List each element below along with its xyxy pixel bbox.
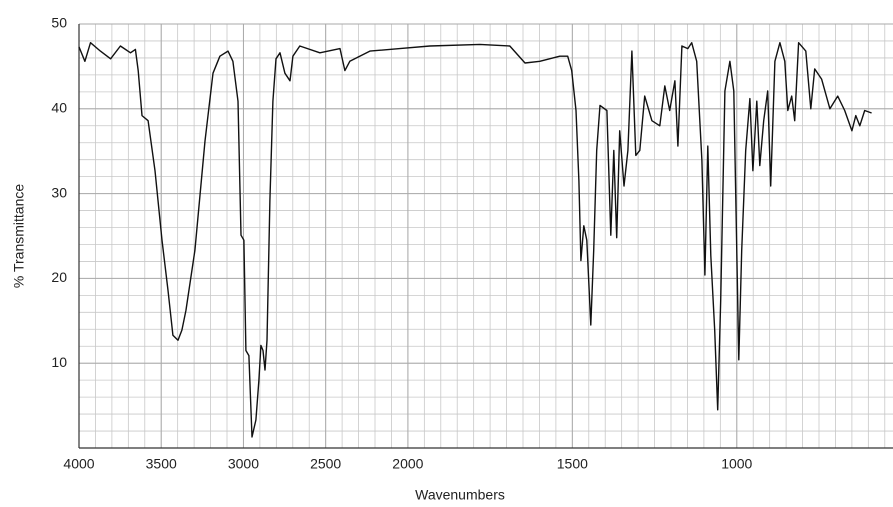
x-tick-label: 1500: [557, 456, 588, 472]
y-axis-label: % Transmittance: [11, 184, 27, 288]
spectrum-line: [78, 42, 872, 438]
x-tick-label: 2000: [392, 456, 423, 472]
x-axis-label: Wavenumbers: [415, 487, 505, 503]
x-tick-label: 2500: [310, 456, 341, 472]
y-tick-label: 40: [51, 100, 67, 116]
y-tick-label: 50: [51, 15, 67, 31]
x-tick-label: 3500: [146, 456, 177, 472]
x-tick-label: 3000: [228, 456, 259, 472]
x-tick-label: 1000: [721, 456, 752, 472]
y-tick-label: 20: [51, 269, 67, 285]
y-tick-label: 10: [51, 354, 67, 370]
y-tick-label: 30: [51, 184, 67, 200]
x-tick-label: 4000: [63, 456, 94, 472]
